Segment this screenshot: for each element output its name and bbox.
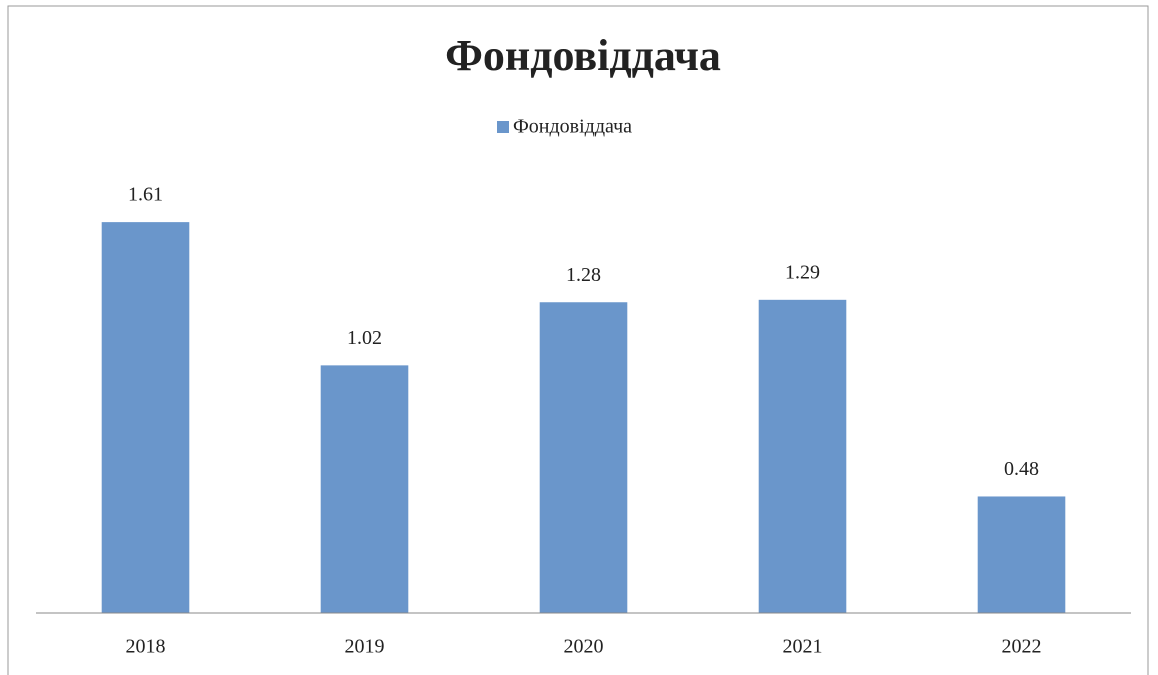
x-tick-label: 2022: [1002, 636, 1042, 658]
bar: [101, 222, 190, 613]
data-label: 1.28: [566, 264, 601, 286]
legend-swatch: [497, 121, 509, 133]
x-tick-label: 2020: [564, 636, 604, 658]
data-label: 1.61: [128, 184, 163, 206]
bar: [539, 302, 628, 613]
x-tick-label: 2021: [783, 636, 823, 658]
bar: [977, 496, 1066, 613]
chart-title: Фондовіддача: [445, 31, 721, 80]
x-tick-label: 2018: [126, 636, 166, 658]
x-tick-label: 2019: [345, 636, 385, 658]
chart-frame: [7, 5, 1149, 675]
bar: [320, 365, 409, 613]
data-label: 1.29: [785, 261, 820, 283]
data-label: 0.48: [1004, 458, 1039, 480]
legend-label: Фондовіддача: [513, 116, 632, 138]
data-label: 1.02: [347, 327, 382, 349]
bar: [758, 299, 847, 613]
